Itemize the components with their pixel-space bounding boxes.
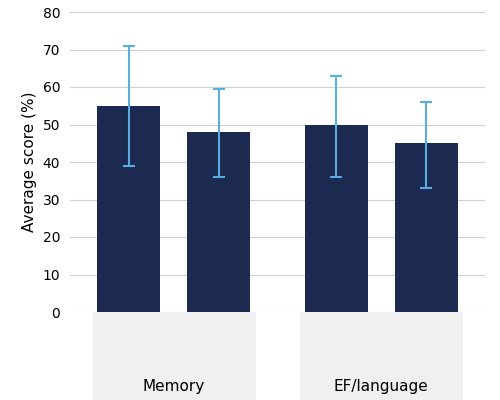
Bar <box>97 106 160 312</box>
Y-axis label: Average score (%): Average score (%) <box>22 92 37 232</box>
Bar <box>304 124 368 312</box>
Bar <box>300 312 462 400</box>
Text: Memory: Memory <box>142 380 205 394</box>
Bar <box>188 132 250 312</box>
Text: EF/language: EF/language <box>334 380 428 394</box>
Bar <box>395 143 458 312</box>
Bar <box>92 312 255 400</box>
